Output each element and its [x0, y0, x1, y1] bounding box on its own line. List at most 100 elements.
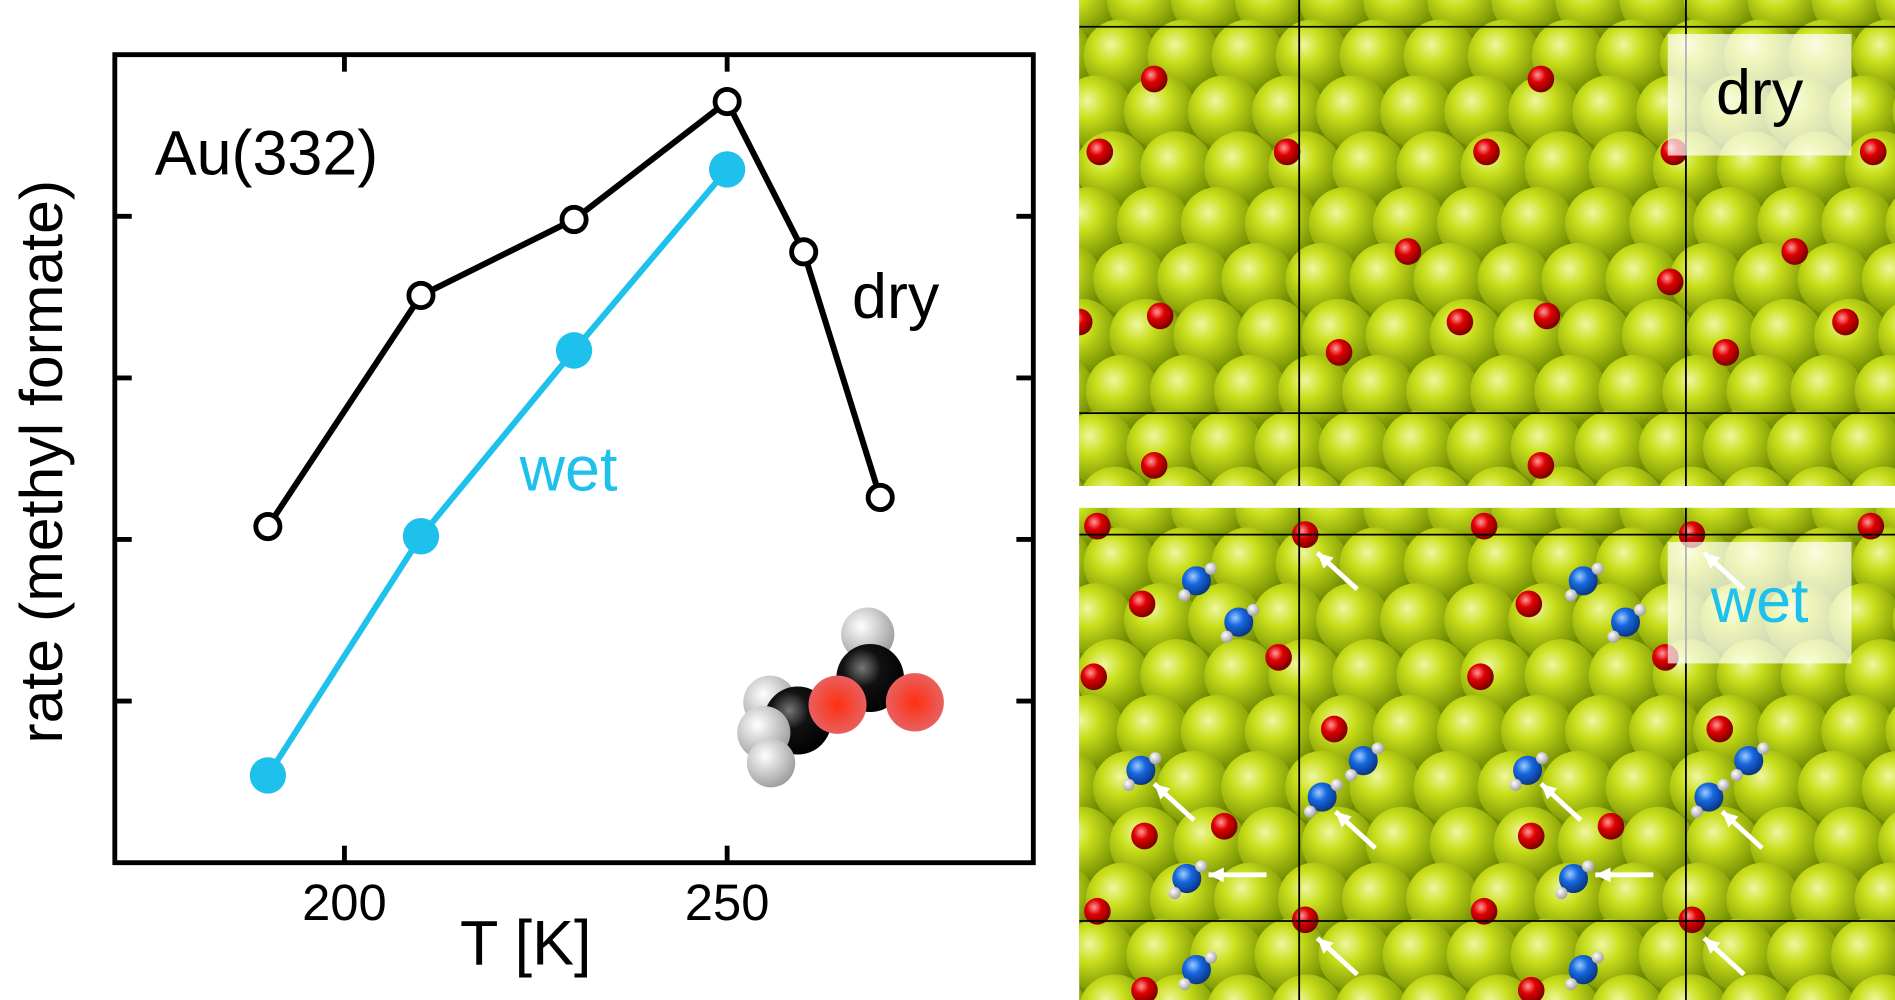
- au-atom: [1157, 243, 1230, 316]
- au-atom: [1211, 527, 1285, 601]
- au-atom: [1316, 75, 1389, 149]
- au-atom: [1396, 131, 1469, 205]
- au-atom: [1790, 354, 1863, 428]
- au-atom: [1278, 354, 1351, 428]
- au-atom: [1501, 695, 1574, 768]
- au-atom: [1079, 806, 1118, 880]
- au-atom: [1702, 410, 1776, 484]
- au-atom: [1079, 583, 1133, 657]
- au-atom: [981, 299, 1054, 372]
- au-atom: [1208, 974, 1278, 1000]
- au-atom: [1854, 354, 1895, 428]
- au-atom: [1140, 639, 1213, 713]
- n-atom: [1181, 955, 1211, 985]
- h-atom: [1149, 752, 1162, 765]
- au-atom: [1685, 298, 1759, 372]
- au-atom: [1188, 75, 1261, 149]
- au-atom: [1787, 466, 1852, 487]
- au-atom: [1595, 466, 1660, 487]
- au-atom: [1436, 695, 1510, 768]
- au-atom: [1079, 410, 1135, 484]
- au-atom: [1332, 131, 1405, 205]
- n-atom: [1307, 782, 1337, 812]
- o-atom: [1597, 812, 1625, 840]
- au-atom: [989, 695, 1062, 768]
- au-atom: [1254, 918, 1327, 992]
- au-atom: [1116, 187, 1190, 261]
- o-atom: [1446, 308, 1474, 336]
- au-atom: [1557, 298, 1631, 372]
- h-atom: [1509, 778, 1522, 792]
- h-atom: [1730, 769, 1743, 782]
- arrow-head: [1540, 783, 1558, 800]
- au-atom: [1190, 410, 1263, 484]
- o-atom: [1678, 906, 1706, 934]
- au-atom: [1659, 466, 1724, 487]
- o-atom: [1210, 812, 1238, 840]
- n-atom: [1568, 955, 1598, 985]
- au-atom: [1749, 806, 1823, 880]
- point: [406, 280, 436, 311]
- o-atom: [1291, 906, 1319, 934]
- h-atom: [1581, 860, 1595, 873]
- o-atom: [1320, 715, 1348, 743]
- au-atom: [1467, 19, 1541, 93]
- au-atom: [1403, 527, 1477, 601]
- au-atom: [1605, 750, 1679, 824]
- au-atom: [1213, 354, 1287, 428]
- au-atom: [1830, 410, 1895, 484]
- o-atom: [1533, 302, 1561, 330]
- au-atom: [1237, 298, 1311, 372]
- au-atom: [1467, 466, 1532, 487]
- au-atom: [1083, 19, 1156, 93]
- h-atom: [1633, 603, 1647, 617]
- n-atom: [1513, 755, 1543, 785]
- au-atom: [1126, 918, 1199, 992]
- au-atom: [1702, 918, 1776, 992]
- au-atom: [1237, 806, 1311, 880]
- point: [253, 511, 283, 542]
- au-atom: [1629, 187, 1702, 261]
- au-atom: [1621, 298, 1695, 372]
- h-atom: [1204, 562, 1218, 575]
- o-atom: [1084, 512, 1111, 540]
- au-atom: [1861, 243, 1895, 316]
- au-atom: [1079, 75, 1133, 149]
- au-atom: [1541, 243, 1615, 316]
- au-atom: [1766, 410, 1840, 484]
- au-atom: [1272, 974, 1342, 1000]
- h-atom: [1247, 603, 1260, 617]
- h-atom: [1690, 805, 1703, 818]
- o-atom: [1515, 590, 1543, 618]
- n-atom: [1559, 863, 1589, 894]
- h-atom: [1195, 860, 1208, 873]
- au-atom: [1342, 862, 1415, 936]
- point: [249, 757, 287, 794]
- au-atom: [1851, 466, 1895, 487]
- au-atom: [1380, 75, 1453, 149]
- au-atom: [1083, 527, 1156, 601]
- h-atom: [1304, 805, 1317, 818]
- au-atom: [1669, 243, 1743, 316]
- n-atom: [1568, 566, 1598, 596]
- au-atom: [1221, 750, 1294, 824]
- au-atom: [1878, 812, 1895, 875]
- au-atom: [1565, 187, 1638, 261]
- au-atom: [1396, 639, 1469, 713]
- arrow-head: [1722, 811, 1739, 828]
- h-atom: [1168, 886, 1181, 900]
- arrow-head: [1208, 867, 1224, 883]
- h-atom: [1536, 752, 1549, 765]
- au-atom: [1726, 862, 1799, 936]
- arrow-head: [1317, 938, 1334, 954]
- au-atom: [1662, 354, 1735, 428]
- au-atom: [1413, 243, 1486, 316]
- au-atom: [1598, 862, 1671, 936]
- au-atom: [1588, 131, 1662, 205]
- au-atom: [979, 471, 1052, 544]
- au-atom: [1372, 187, 1446, 261]
- axes: 200 250: [112, 52, 1036, 931]
- au-atom: [1413, 750, 1486, 824]
